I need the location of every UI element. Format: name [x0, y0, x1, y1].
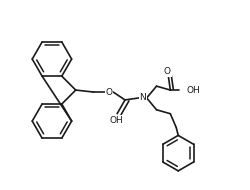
Text: O: O: [106, 88, 113, 97]
Text: O: O: [164, 67, 171, 76]
Text: OH: OH: [186, 86, 200, 95]
Text: OH: OH: [109, 116, 123, 125]
Text: N: N: [139, 93, 146, 102]
